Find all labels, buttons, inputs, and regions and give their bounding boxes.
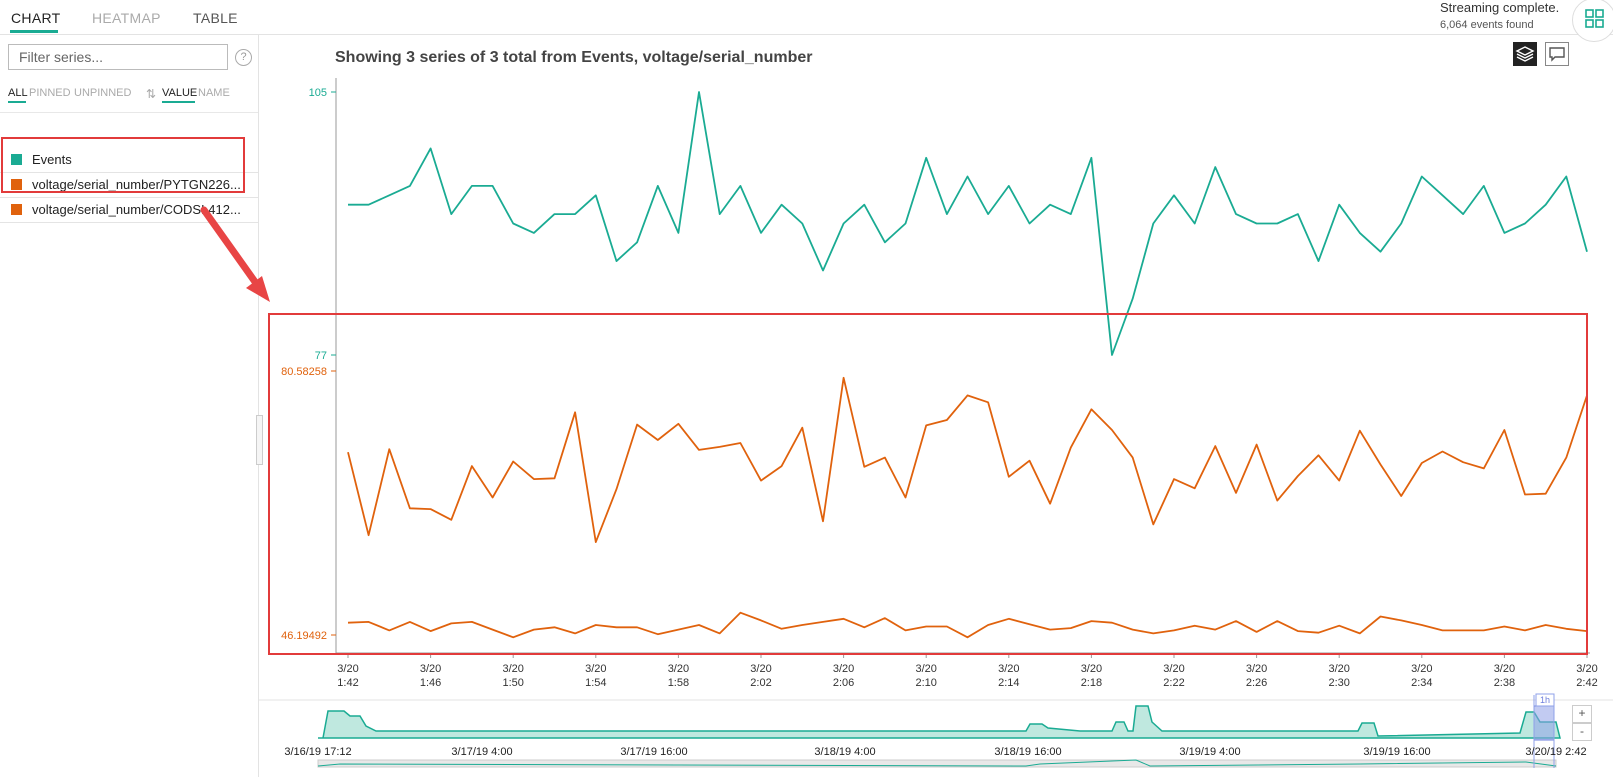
x-tick-label: 1:50 [502, 677, 523, 689]
x-tick-label: 2:22 [1163, 677, 1184, 689]
comment-button[interactable] [1545, 42, 1569, 66]
x-tick-label: 3/20 [750, 663, 771, 675]
x-tick-label: 2:38 [1494, 677, 1515, 689]
filter-pinned[interactable]: PINNED [29, 87, 71, 99]
x-tick-label: 2:30 [1328, 677, 1349, 689]
status-text: Streaming complete. [1440, 0, 1560, 15]
y-tick-label: 77 [315, 350, 327, 362]
x-tick-label: 3/20 [998, 663, 1019, 675]
comment-icon [1549, 47, 1565, 62]
filter-all-underline [8, 101, 26, 103]
x-tick-label: 2:10 [915, 677, 936, 689]
x-tick-label: 1:42 [337, 677, 358, 689]
series-line-1 [348, 91, 1588, 356]
series-label: Events [32, 152, 72, 167]
tab-chart[interactable]: CHART [11, 10, 61, 26]
layers-button[interactable] [1513, 42, 1537, 66]
x-tick-label: 3/20 [668, 663, 689, 675]
timeline-label: 3/18/19 4:00 [814, 746, 875, 758]
tab-chart-underline [10, 30, 58, 33]
x-tick-label: 1:58 [668, 677, 689, 689]
x-tick-label: 3/20 [833, 663, 854, 675]
x-tick-label: 3/20 [915, 663, 936, 675]
y-tick-label: 46.19492 [281, 630, 327, 642]
x-tick-label: 3/20 [585, 663, 606, 675]
timeline-label: 3/16/19 17:12 [284, 746, 351, 758]
x-tick-label: 2:06 [833, 677, 854, 689]
series-row-divider [0, 172, 258, 173]
series-label: voltage/serial_number/PYTGN226... [32, 177, 241, 192]
timeline-label: 3/19/19 4:00 [1179, 746, 1240, 758]
overview-events-area [318, 705, 1561, 739]
x-tick-label: 2:18 [1081, 677, 1102, 689]
top-bar: CHART HEATMAP TABLE Streaming complete. … [0, 0, 1613, 42]
chart-title: Showing 3 series of 3 total from Events,… [335, 49, 813, 66]
series-color-swatch[interactable] [11, 179, 22, 190]
filter-all[interactable]: ALL [8, 87, 28, 99]
sort-icon[interactable]: ⇅ [146, 87, 157, 101]
series-row-divider [0, 222, 258, 223]
x-tick-label: 2:02 [750, 677, 771, 689]
series-line-3 [347, 611, 1588, 639]
zoom-out-button[interactable]: - [1572, 723, 1592, 741]
x-tick-label: 2:42 [1576, 677, 1597, 689]
series-list-item[interactable]: voltage/serial_number/PYTGN226... [0, 173, 258, 197]
x-tick-label: 3/20 [1576, 663, 1597, 675]
series-color-swatch[interactable] [11, 154, 22, 165]
x-tick-label: 3/20 [1411, 663, 1432, 675]
sort-value-underline [162, 101, 195, 103]
x-tick-label: 1:46 [420, 677, 441, 689]
overview-mini-line [317, 759, 1557, 767]
timeline-label: 3/18/19 16:00 [994, 746, 1061, 758]
brush-duration-label: 1h [1540, 695, 1550, 705]
x-tick-label: 3/20 [337, 663, 358, 675]
series-label: voltage/serial_number/CODSL412... [32, 202, 241, 217]
x-tick-label: 3/20 [1163, 663, 1184, 675]
brush-label-box [1535, 693, 1555, 707]
timeline-label: 3/17/19 16:00 [620, 746, 687, 758]
x-tick-label: 3/20 [1494, 663, 1515, 675]
highlight-box-series [1, 137, 245, 193]
series-color-swatch[interactable] [11, 204, 22, 215]
series-line-2 [347, 376, 1588, 543]
x-tick-label: 3/20 [420, 663, 441, 675]
series-list-item[interactable]: voltage/serial_number/CODSL412... [0, 198, 258, 222]
filter-unpinned[interactable]: UNPINNED [74, 87, 132, 99]
x-tick-label: 2:34 [1411, 677, 1432, 689]
filter-series-input[interactable] [8, 44, 228, 70]
x-tick-label: 2:26 [1246, 677, 1267, 689]
overview-scrollbar[interactable] [317, 759, 1557, 768]
divider [0, 112, 258, 113]
x-tick-label: 3/20 [1081, 663, 1102, 675]
x-tick-label: 3/20 [1328, 663, 1349, 675]
timeline-label: 3/17/19 4:00 [451, 746, 512, 758]
highlight-box-chart [268, 313, 1588, 655]
layout-grid-button[interactable] [1572, 0, 1613, 42]
panel-splitter[interactable] [256, 415, 263, 465]
x-tick-label: 2:14 [998, 677, 1019, 689]
y-tick-label: 80.58258 [281, 366, 327, 378]
series-sidebar: ? ALL PINNED UNPINNED ⇅ VALUE NAME Event… [0, 35, 263, 777]
x-tick-label: 3/20 [1246, 663, 1267, 675]
x-tick-label: 1:54 [585, 677, 606, 689]
x-tick-label: 3/20 [502, 663, 523, 675]
y-tick-label: 105 [309, 87, 327, 99]
tab-heatmap[interactable]: HEATMAP [92, 10, 161, 26]
events-count: 6,064 events found [1440, 19, 1534, 31]
tab-table[interactable]: TABLE [193, 10, 238, 26]
timeline-label: 3/19/19 16:00 [1363, 746, 1430, 758]
series-row-divider [0, 197, 258, 198]
sort-name[interactable]: NAME [198, 87, 230, 99]
grid-icon [1585, 9, 1604, 28]
sort-value[interactable]: VALUE [162, 87, 198, 99]
timeline-label: 3/20/19 2:42 [1525, 746, 1586, 758]
layers-icon [1515, 46, 1535, 62]
series-list-item[interactable]: Events [0, 148, 258, 172]
zoom-in-button[interactable]: + [1572, 705, 1592, 723]
help-icon[interactable]: ? [235, 49, 252, 66]
